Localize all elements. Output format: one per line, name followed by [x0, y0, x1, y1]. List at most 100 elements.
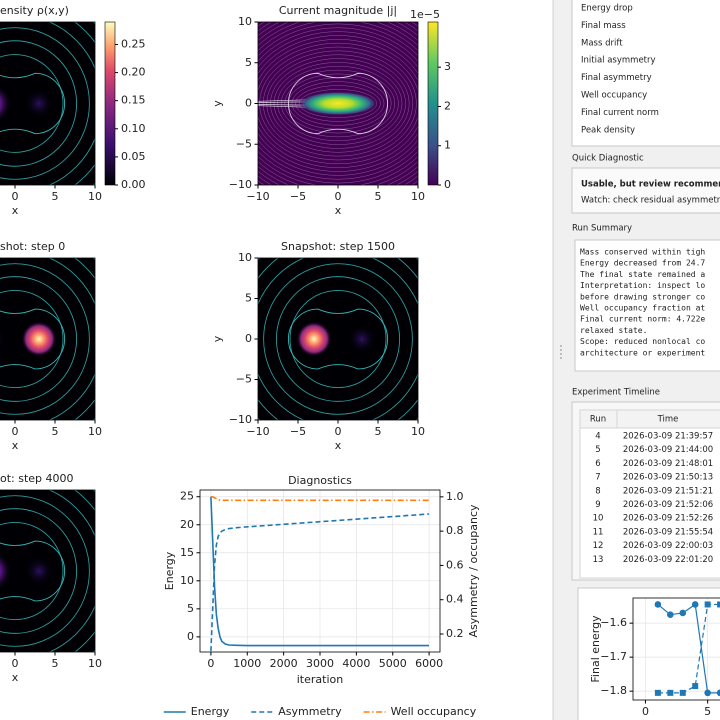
panel-title: Snapshot: step 1500 — [281, 240, 395, 253]
image-background — [258, 258, 418, 420]
summary-line: The final state remained a — [580, 270, 705, 279]
table-cell[interactable]: 2026-03-09 21:44:00 — [623, 445, 713, 455]
density-blob — [0, 84, 12, 123]
table-cell[interactable]: 2026-03-09 22:01:20 — [623, 555, 713, 565]
table-cell[interactable]: 11 — [593, 527, 604, 537]
field-contour — [284, 73, 392, 134]
x-tick-label: −10 — [246, 190, 269, 203]
x-tick-label: 0 — [12, 657, 19, 670]
point-marker — [704, 601, 711, 608]
x-axis-label: x — [12, 204, 19, 217]
summary-line: Energy decreased from 24.7 — [580, 259, 705, 268]
y2-tick-label: 0.6 — [446, 558, 464, 571]
table-cell[interactable]: 2026-03-09 22:00:03 — [623, 541, 713, 551]
table-cell[interactable]: 2026-03-09 21:39:57 — [623, 432, 713, 442]
metric-label: Initial asymmetry — [581, 56, 656, 66]
series-group — [654, 601, 720, 697]
heatmap-image — [0, 258, 95, 420]
point-marker — [679, 689, 686, 696]
table-cell[interactable]: 13 — [593, 555, 604, 565]
y-axis-label: Energy — [163, 551, 176, 590]
diagnostic-box — [571, 167, 720, 214]
table-cell[interactable]: 10 — [593, 514, 604, 524]
x-tick-label: 0 — [642, 705, 649, 718]
x-tick-label: 5 — [52, 425, 59, 438]
peanut-group — [0, 541, 65, 601]
series-line — [210, 513, 430, 652]
table-cell[interactable]: 2026-03-09 21:50:13 — [623, 473, 713, 483]
potential-contour — [0, 495, 90, 647]
timeline-table[interactable] — [579, 409, 720, 579]
table-cell[interactable]: 2026-03-09 21:48:01 — [623, 459, 713, 469]
colorbar-tick-label: 0.20 — [121, 66, 146, 79]
colorbar — [427, 21, 439, 186]
summary-box[interactable] — [574, 239, 720, 372]
y2-tick-label: 1.0 — [446, 490, 464, 503]
table-cell[interactable]: 2026-03-09 21:55:54 — [623, 527, 713, 537]
density-blob — [0, 552, 12, 590]
metric-label: Final mass — [581, 21, 626, 31]
peanut-group — [288, 309, 387, 369]
x-tick-label: 10 — [88, 425, 102, 438]
diagnostic-verdict: Usable, but review recommen — [581, 180, 720, 190]
table-cell[interactable]: 5 — [595, 445, 600, 455]
column-header[interactable]: Time — [657, 415, 679, 425]
potential-contour — [0, 263, 90, 415]
table-cell[interactable]: 8 — [595, 486, 600, 496]
potential-contour — [0, 521, 64, 621]
summary-line: relaxed state. — [580, 326, 647, 335]
x-tick-label: −5 — [290, 190, 306, 203]
table-cell[interactable]: 2026-03-09 21:52:26 — [623, 514, 713, 524]
colorbar — [104, 21, 116, 186]
legend: Energy Asymmetry Well occupancy — [163, 705, 477, 718]
table-cell[interactable]: 2026-03-09 21:52:06 — [623, 500, 713, 510]
column-header[interactable]: Run — [590, 415, 606, 425]
legend-label: Asymmetry — [278, 705, 342, 718]
series-group — [210, 496, 430, 652]
panel-title: shot: step 0 — [0, 240, 65, 253]
metric-label: Peak density — [581, 125, 635, 135]
heatmap-image — [258, 22, 418, 185]
table-cell[interactable]: 12 — [593, 541, 604, 551]
stream-line — [258, 101, 307, 103]
y-tick-label: 25 — [180, 490, 194, 503]
y-tick-label: −5 — [236, 137, 252, 150]
field-contour — [258, 27, 418, 180]
series-line — [210, 496, 430, 502]
table-cell[interactable]: 7 — [595, 473, 600, 483]
table-header — [579, 409, 720, 429]
x-tick-label: 0 — [335, 190, 342, 203]
x-tick-label: 5 — [52, 657, 59, 670]
panel-title: Diagnostics — [288, 474, 352, 487]
y-tick-label: −1.6 — [600, 616, 627, 629]
x-tick-label: 10 — [411, 190, 425, 203]
point-marker — [667, 611, 674, 618]
table-cell[interactable]: 9 — [595, 500, 600, 510]
y-tick-label: 15 — [180, 546, 194, 559]
stream-line — [258, 99, 307, 102]
y-tick-label: 0 — [245, 97, 252, 110]
table-cell[interactable]: 6 — [595, 459, 600, 469]
y-tick-label: 5 — [187, 602, 194, 615]
y2-tick-label: 0.4 — [446, 593, 464, 606]
y-tick-label: −10 — [229, 178, 252, 191]
field-contour — [258, 31, 418, 176]
separatrix-contour — [0, 309, 65, 369]
density-blob — [0, 327, 6, 351]
colorbar-tick-label: 0.05 — [121, 150, 146, 163]
x-tick-label: 10 — [88, 190, 102, 203]
potential-contour — [0, 27, 90, 180]
heatmap-image — [258, 258, 418, 420]
colorbar-tick-label: 3 — [444, 60, 451, 73]
y-tick-label: 5 — [245, 292, 252, 305]
x-axis-label: x — [335, 204, 342, 217]
splitter-grip[interactable] — [560, 345, 562, 359]
x-tick-label: 10 — [411, 425, 425, 438]
table-cell[interactable]: 4 — [595, 432, 600, 442]
x-axis-label: x — [12, 439, 19, 452]
table-cell[interactable]: 2026-03-09 21:51:21 — [623, 486, 713, 496]
metric-label: Final current norm — [581, 108, 659, 118]
legend-label: Well occupancy — [391, 705, 477, 718]
x-tick-label: 5000 — [379, 657, 407, 670]
